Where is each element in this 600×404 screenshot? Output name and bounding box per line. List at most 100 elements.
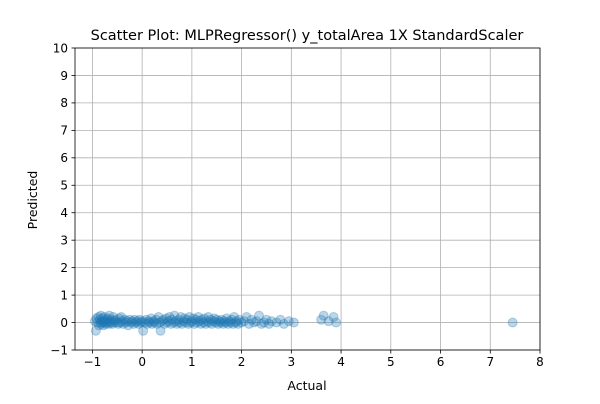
grid bbox=[75, 47, 541, 351]
scatter-point bbox=[251, 316, 262, 327]
scatter-point bbox=[186, 316, 197, 327]
scatter-point bbox=[107, 318, 118, 329]
scatter-point bbox=[143, 316, 154, 327]
scatter-point bbox=[124, 314, 135, 325]
scatter-point bbox=[507, 317, 518, 328]
scatter-point bbox=[173, 314, 184, 325]
scatter-point bbox=[216, 314, 227, 325]
scatter-point bbox=[204, 317, 215, 328]
scatter-point bbox=[189, 318, 200, 329]
scatter-point bbox=[133, 318, 144, 329]
y-tick-label: 1 bbox=[60, 288, 68, 302]
scatter-point bbox=[328, 312, 339, 323]
scatter-point bbox=[229, 312, 240, 323]
scatter-point bbox=[210, 317, 221, 328]
scatter-point bbox=[102, 313, 113, 324]
scatter-point bbox=[108, 317, 119, 328]
scatter-point bbox=[233, 318, 244, 329]
scatter-point bbox=[169, 310, 180, 321]
scatter-point bbox=[161, 313, 172, 324]
plot-frame bbox=[74, 47, 541, 351]
scatter-point bbox=[112, 317, 123, 328]
x-tick-label: 1 bbox=[188, 355, 196, 369]
x-tick-label: 3 bbox=[288, 355, 296, 369]
y-tick-label: 8 bbox=[60, 96, 68, 110]
y-tick-label: 7 bbox=[60, 124, 68, 138]
scatter-point bbox=[115, 317, 126, 328]
scatter-point bbox=[223, 318, 234, 329]
scatter-point bbox=[132, 316, 143, 327]
scatter-point bbox=[100, 318, 111, 329]
scatter-point bbox=[93, 312, 104, 323]
scatter-point bbox=[136, 317, 147, 328]
scatter-point bbox=[91, 313, 102, 324]
y-tick-label: 9 bbox=[60, 69, 68, 83]
scatter-point bbox=[258, 317, 269, 328]
y-tick-label: 3 bbox=[60, 233, 68, 247]
scatter-point bbox=[261, 314, 272, 325]
scatter-point bbox=[171, 318, 182, 329]
scatter-point bbox=[138, 325, 149, 336]
scatter-point bbox=[174, 317, 185, 328]
scatter-point bbox=[120, 317, 131, 328]
scatter-point bbox=[244, 318, 255, 329]
scatter-point bbox=[183, 318, 194, 329]
scatter-point bbox=[249, 317, 260, 328]
scatter-point bbox=[283, 316, 294, 327]
scatter-point bbox=[263, 318, 274, 329]
scatter-point bbox=[194, 316, 205, 327]
scatter-point bbox=[92, 317, 103, 328]
scatter-point bbox=[256, 318, 267, 329]
scatter-point bbox=[201, 316, 212, 327]
x-tick-label: 2 bbox=[238, 355, 246, 369]
scatter-point bbox=[95, 317, 106, 328]
scatter-point bbox=[184, 312, 195, 323]
scatter-point bbox=[144, 317, 155, 328]
scatter-point bbox=[99, 312, 110, 323]
scatter-point bbox=[239, 316, 250, 327]
scatter-point bbox=[159, 318, 170, 329]
scatter-point bbox=[226, 314, 237, 325]
scatter-point bbox=[266, 316, 277, 327]
scatter-point bbox=[102, 317, 113, 328]
scatter-point bbox=[127, 316, 138, 327]
x-tick-label: 8 bbox=[536, 355, 544, 369]
x-tick-label: 6 bbox=[437, 355, 445, 369]
scatter-point bbox=[170, 316, 181, 327]
scatter-point bbox=[288, 317, 299, 328]
scatter-point bbox=[190, 314, 201, 325]
y-tick-label: 10 bbox=[53, 41, 68, 55]
scatter-point bbox=[165, 318, 176, 329]
scatter-point bbox=[164, 312, 175, 323]
scatter-point bbox=[142, 318, 153, 329]
scatter-point bbox=[98, 317, 109, 328]
scatter-point bbox=[218, 318, 229, 329]
scatter-point bbox=[106, 314, 117, 325]
scatter-point bbox=[104, 310, 115, 321]
scatter-point bbox=[131, 317, 142, 328]
scatter-point bbox=[195, 318, 206, 329]
scatter-point bbox=[198, 317, 209, 328]
scatter-point bbox=[215, 317, 226, 328]
scatter-point bbox=[128, 318, 139, 329]
scatter-point bbox=[224, 316, 235, 327]
y-tick-label: 4 bbox=[60, 206, 68, 220]
scatter-point bbox=[176, 318, 187, 329]
scatter-point bbox=[180, 317, 191, 328]
scatter-point bbox=[151, 314, 162, 325]
scatter-point bbox=[214, 316, 225, 327]
scatter-point bbox=[241, 312, 252, 323]
scatter-point bbox=[166, 314, 177, 325]
x-tick-label: −1 bbox=[84, 355, 102, 369]
scatter-point bbox=[200, 318, 211, 329]
scatter-point bbox=[205, 314, 216, 325]
scatter-point bbox=[139, 317, 150, 328]
scatter-point bbox=[318, 310, 329, 321]
scatter-point bbox=[236, 317, 247, 328]
scatter-point bbox=[203, 312, 214, 323]
scatter-point bbox=[181, 314, 192, 325]
scatter-point bbox=[98, 320, 109, 331]
scatter-point bbox=[105, 317, 116, 328]
scatter-point bbox=[147, 318, 158, 329]
